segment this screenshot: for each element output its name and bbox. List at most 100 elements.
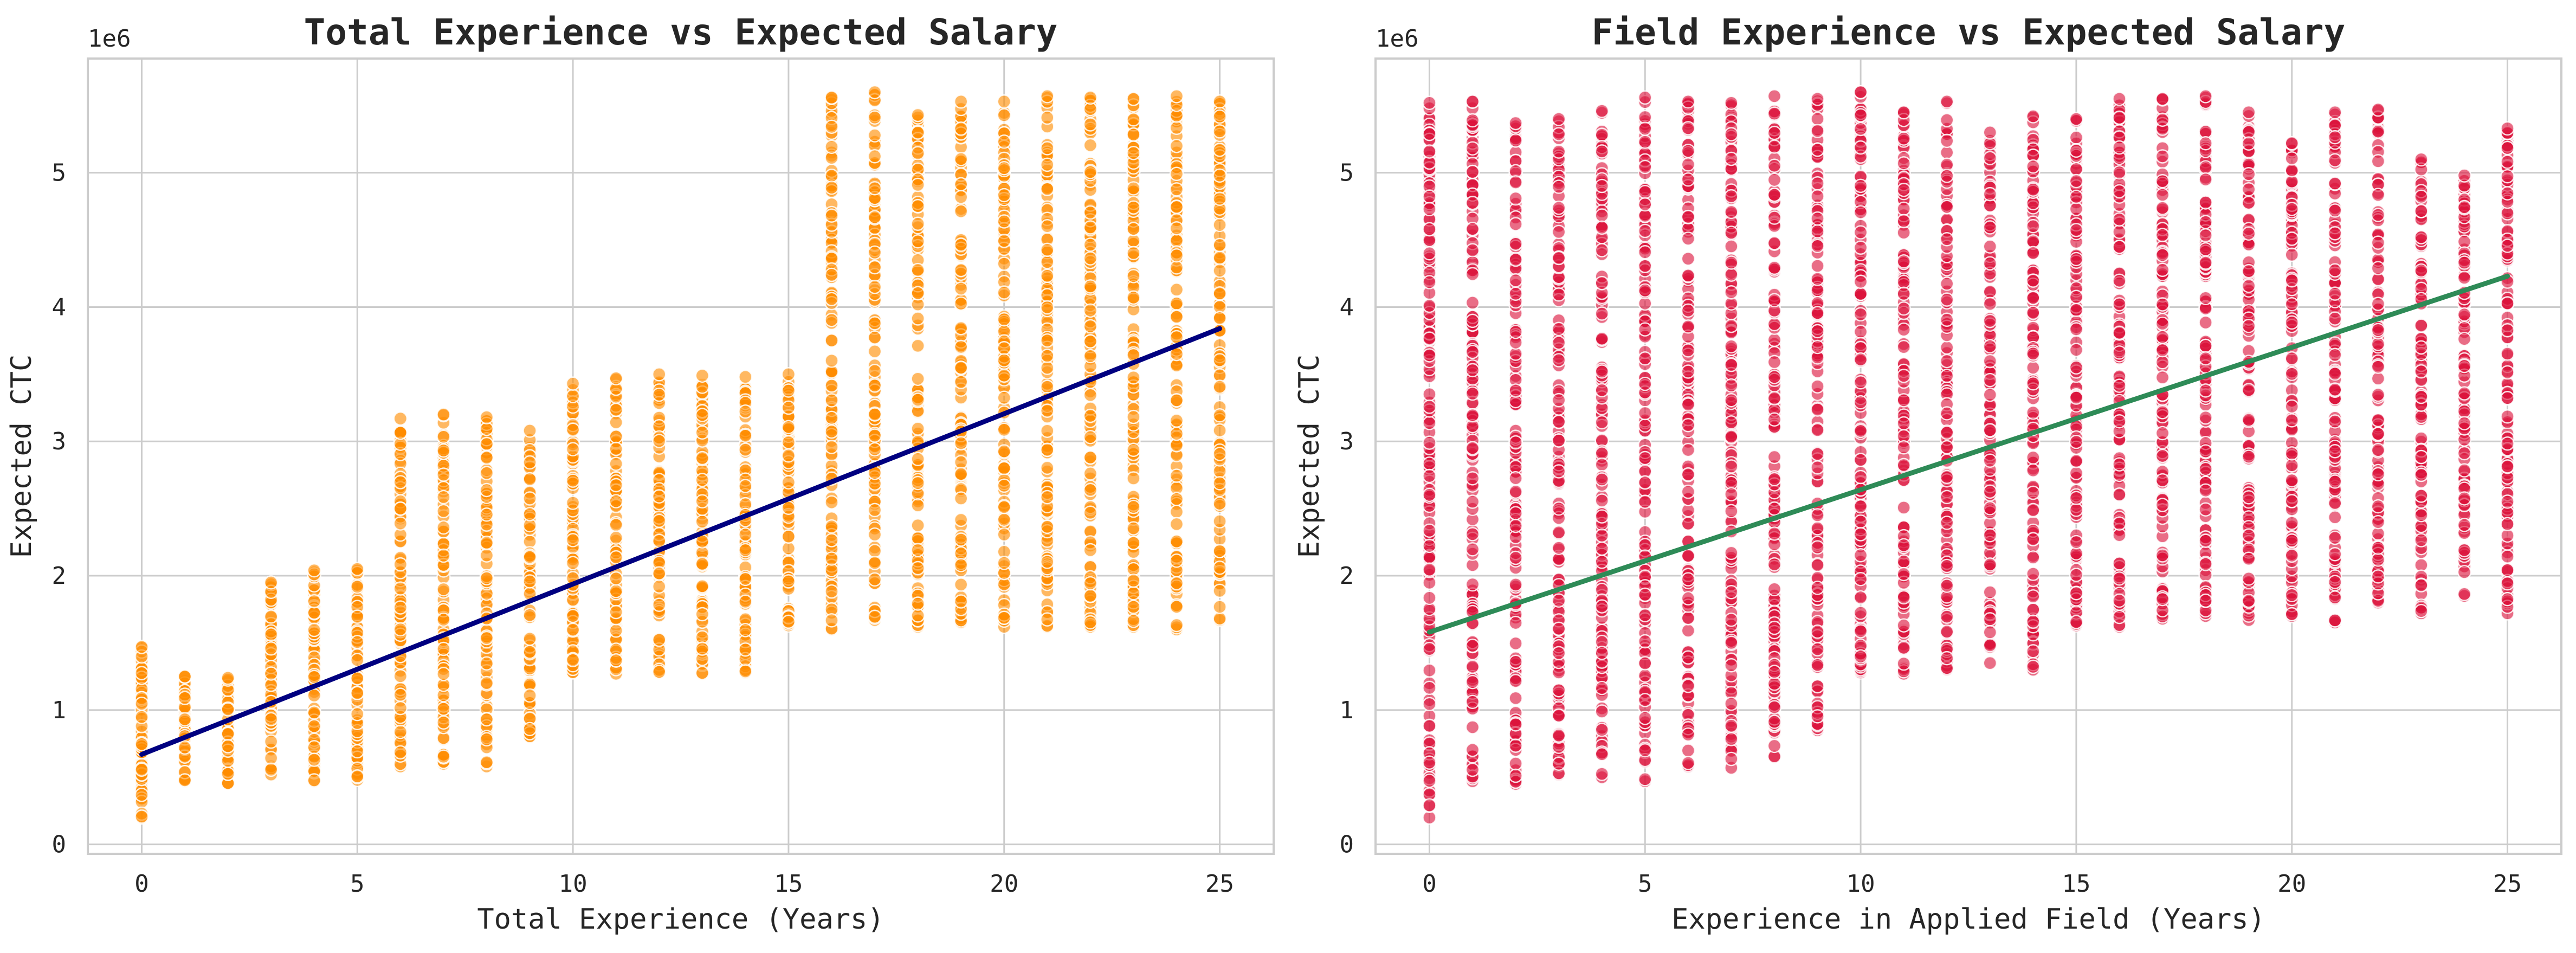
data-point [782,530,795,543]
data-point [1213,95,1226,108]
data-point [1596,276,1609,289]
data-point [610,584,623,597]
data-point [1423,539,1436,552]
data-point [610,479,623,492]
data-point [1725,719,1738,732]
x-tick-label: 20 [990,870,1018,898]
data-point [394,412,407,425]
data-point [437,613,450,626]
data-point [1725,128,1738,141]
data-point [1682,418,1695,432]
data-point [868,331,881,344]
data-point [1596,646,1609,659]
point-cloud [135,86,1226,824]
y-axis-label: Expected CTC [5,355,38,558]
data-point [1213,497,1226,510]
data-point [1854,241,1867,254]
data-point [1897,183,1910,196]
data-point [2070,391,2083,404]
data-point [1940,341,1953,354]
data-point [1213,381,1226,394]
data-point [1811,710,1824,723]
data-point [1596,600,1609,613]
data-point [308,740,321,754]
data-point [1682,210,1695,223]
data-point [1682,252,1695,265]
data-point [524,456,537,469]
data-point [2026,247,2039,260]
data-point [782,421,795,434]
data-point [1466,696,1479,709]
data-point [1213,409,1226,422]
data-point [739,429,752,442]
data-point [1725,430,1738,443]
data-point [1811,306,1824,319]
data-point [1725,240,1738,253]
data-point [394,502,407,515]
data-point [1466,244,1479,257]
data-point [1466,721,1479,734]
data-point [1725,505,1738,518]
y-tick-label: 3 [52,428,67,455]
data-point [998,479,1011,492]
data-point [1682,269,1695,282]
data-point [2070,435,2083,448]
data-point [1768,89,1781,102]
data-point [524,492,537,505]
data-point [135,711,148,724]
data-point [1897,555,1910,568]
data-point [308,564,321,577]
data-point [954,376,967,389]
data-point [696,579,709,593]
data-point [1940,516,1953,529]
data-point [1811,521,1824,535]
data-point [1811,541,1824,554]
data-point [1638,588,1651,601]
data-point [954,456,967,469]
data-point [1854,109,1867,122]
data-point [351,654,364,667]
data-point [825,496,838,509]
data-point [696,666,709,679]
data-point [912,562,925,575]
data-point [610,572,623,585]
data-point [1552,502,1565,515]
data-point [1940,233,1953,246]
data-point [480,536,493,549]
data-point [437,703,450,716]
data-point [1984,485,1997,498]
data-point [1768,473,1781,486]
data-point [1638,452,1651,465]
data-point [2026,660,2039,673]
data-point [524,551,537,564]
data-point [1466,196,1479,209]
data-point [912,287,925,300]
data-point [222,739,235,752]
data-point [1897,501,1910,514]
data-point [1811,272,1824,285]
data-point [1854,396,1867,409]
data-point [1638,744,1651,757]
data-point [868,129,881,142]
data-point [1768,391,1781,404]
data-point [825,209,838,222]
data-point [868,211,881,224]
data-point [696,369,709,382]
data-point [1213,476,1226,490]
data-point [1811,659,1824,672]
data-point [1768,126,1781,139]
data-point [1423,247,1436,260]
data-point [1854,353,1867,366]
data-point [2113,166,2126,179]
data-point [1940,579,1953,592]
data-point [1854,179,1867,192]
data-point [1768,261,1781,274]
data-point [1552,757,1565,770]
data-point [610,531,623,544]
data-point [437,505,450,518]
data-point [1170,535,1183,548]
data-point [437,750,450,763]
data-point [1811,403,1824,416]
data-point [1552,542,1565,555]
data-point [739,595,752,608]
